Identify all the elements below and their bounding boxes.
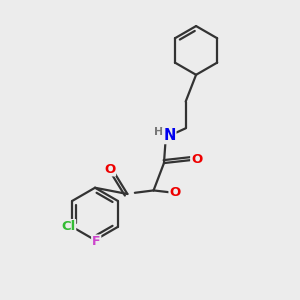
Text: F: F [92,235,100,248]
Text: N: N [163,128,176,143]
Text: Cl: Cl [61,220,75,233]
Text: O: O [104,163,115,176]
Text: O: O [169,186,181,199]
Text: O: O [191,153,202,166]
Text: H: H [154,127,163,137]
